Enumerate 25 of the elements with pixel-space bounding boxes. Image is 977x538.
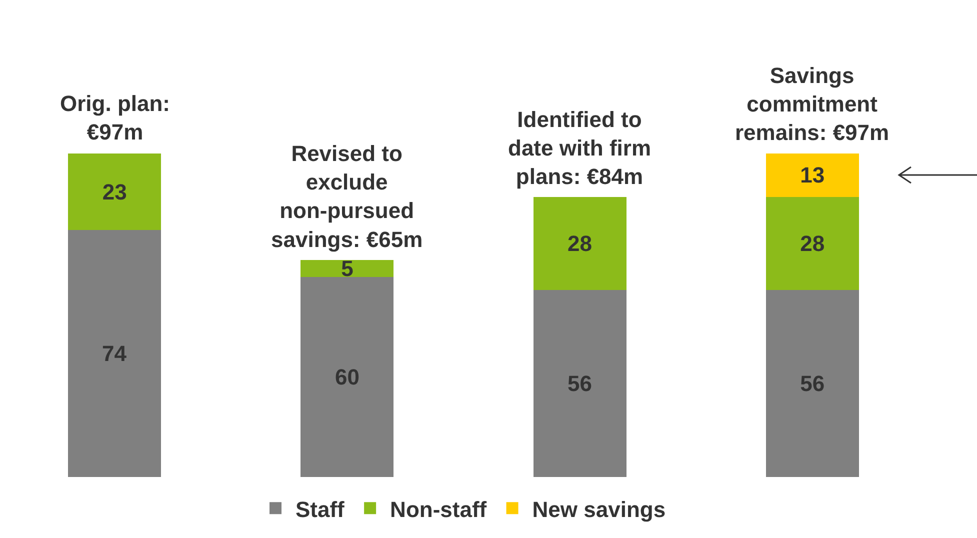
bar — [533, 196, 626, 290]
x-tick-label: Identified to date with firm plans: €84m — [508, 107, 652, 190]
legend-label: Staff — [296, 496, 346, 522]
bar — [766, 196, 859, 290]
data-label: 13 — [800, 162, 825, 188]
data-label: 56 — [800, 371, 825, 396]
data-label: 28 — [800, 231, 825, 256]
data-label: 5 — [341, 256, 354, 282]
bar — [68, 153, 162, 230]
x-tick-label: Revised to exclude non-pursued savings: €65m — [271, 141, 423, 252]
data-label: 60 — [334, 364, 360, 390]
data-label: 74 — [102, 341, 128, 366]
legend-label: Non-staff — [390, 496, 488, 522]
bar — [300, 260, 394, 277]
data-label: 56 — [568, 371, 592, 396]
bar — [766, 290, 859, 477]
data-label: 23 — [102, 179, 127, 204]
legend-label: New savings — [532, 496, 666, 522]
bar — [766, 153, 859, 197]
x-tick-label: Savings commitment remains: €97m — [735, 63, 890, 146]
bar — [68, 230, 162, 477]
bar — [533, 290, 626, 477]
bar — [300, 276, 394, 477]
data-label: 28 — [568, 231, 592, 256]
x-tick-label: Orig. plan: €97m — [60, 91, 170, 145]
